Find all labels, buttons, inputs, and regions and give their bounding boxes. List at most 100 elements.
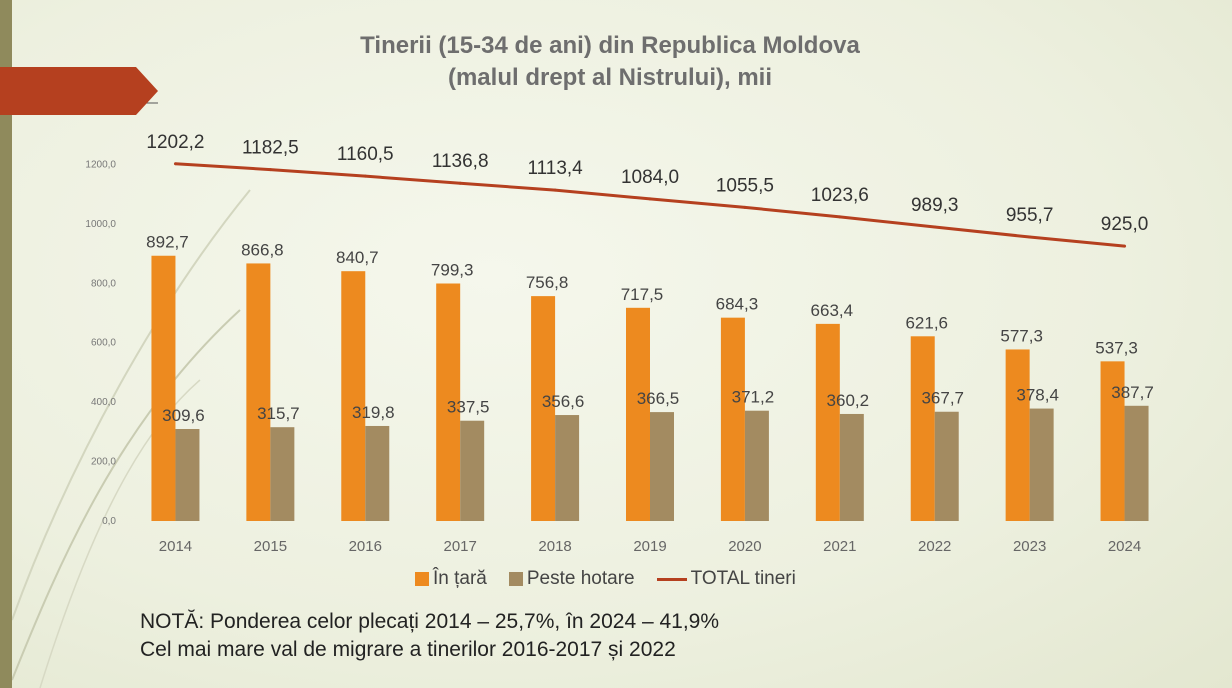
data-label-in-tara: 663,4	[811, 301, 854, 320]
bar-peste-hotare	[175, 429, 200, 521]
x-tick-label: 2017	[443, 538, 476, 555]
bar-in-tara	[626, 307, 650, 521]
data-label-total-tineri: 1084,0	[621, 167, 679, 188]
data-label-in-tara: 537,3	[1095, 338, 1138, 357]
x-tick-label: 2023	[1013, 538, 1046, 555]
data-label-in-tara: 799,3	[431, 260, 474, 279]
total-line-series: 1202,2 1182,5 1160,5 1136,8 1113,4 1084,0 1055…	[146, 132, 1148, 248]
bar-peste-hotare	[555, 415, 580, 521]
legend-label-peste-hotare: Peste hotare	[526, 568, 635, 589]
data-label-total-tineri: 1055,5	[716, 175, 774, 196]
legend-swatch-in-tara	[415, 572, 429, 586]
total-tineri-point	[933, 225, 937, 229]
bar-in-tara	[531, 296, 556, 521]
y-tick-label: 400,0	[91, 397, 116, 408]
data-label-total-tineri: 955,7	[1006, 205, 1054, 226]
data-label-peste-hotare: 356,6	[542, 392, 585, 411]
data-label-peste-hotare: 337,5	[447, 398, 490, 417]
data-label-total-tineri: 1136,8	[432, 151, 489, 172]
bar-in-tara	[720, 317, 745, 521]
data-label-total-tineri: 1023,6	[811, 185, 869, 206]
legend-label-total-tineri: TOTAL tineri	[690, 568, 796, 589]
data-label-in-tara: 684,3	[716, 295, 759, 314]
data-label-in-tara: 892,7	[146, 233, 189, 252]
bar-series: 892,7 309,6 866,8 315,7 840,7 319,8 799,3 337,5…	[146, 233, 1154, 521]
x-tick-label: 2020	[728, 538, 761, 555]
note-text: NOTĂ: Ponderea celor plecați 2014 – 25,7…	[140, 608, 1040, 664]
data-label-total-tineri: 989,3	[911, 195, 959, 216]
bar-peste-hotare	[650, 412, 674, 521]
y-axis: 0,0200,0400,0600,0800,01000,01200,01400,…	[85, 100, 116, 527]
bar-in-tara	[341, 271, 366, 521]
data-label-in-tara: 866,8	[241, 240, 284, 259]
total-tineri-point	[173, 162, 177, 166]
legend-label-in-tara: În țară	[433, 568, 487, 589]
bar-peste-hotare	[1029, 408, 1054, 521]
chart-title-line1: Tinerii (15-34 de ani) din Republica Mol…	[360, 32, 860, 59]
data-label-in-tara: 621,6	[905, 313, 948, 332]
total-tineri-point	[1028, 235, 1032, 239]
bar-peste-hotare	[839, 413, 864, 521]
y-tick-label: 600,0	[91, 338, 116, 349]
x-tick-label: 2015	[254, 538, 287, 555]
bar-in-tara	[1005, 349, 1030, 521]
bar-peste-hotare	[744, 410, 769, 521]
legend-item-total-tineri: TOTAL tineri	[656, 568, 796, 590]
chart-title: Tinerii (15-34 de ani) din Republica Mol…	[230, 30, 990, 94]
data-label-total-tineri: 1113,4	[527, 158, 583, 179]
red-accent-flag	[0, 67, 158, 115]
data-label-in-tara: 717,5	[621, 285, 664, 304]
data-label-peste-hotare: 378,4	[1016, 386, 1059, 405]
total-tineri-point	[458, 181, 462, 185]
total-tineri-point	[743, 205, 747, 209]
data-label-peste-hotare: 367,7	[921, 389, 964, 408]
x-tick-label: 2022	[918, 538, 951, 555]
total-tineri-point	[268, 168, 272, 172]
y-tick-label: 800,0	[91, 278, 116, 289]
x-tick-label: 2024	[1108, 538, 1141, 555]
data-label-total-tineri: 1202,2	[146, 132, 204, 153]
data-label-peste-hotare: 366,5	[637, 389, 680, 408]
y-tick-label: 1000,0	[85, 219, 116, 230]
bar-peste-hotare	[1124, 405, 1149, 521]
data-label-peste-hotare: 371,2	[732, 388, 775, 407]
bar-in-tara	[910, 336, 935, 521]
x-tick-label: 2014	[159, 538, 192, 555]
note-line-2: Cel mai mare val de migrare a tinerilor …	[140, 638, 676, 661]
legend-line-total-tineri	[656, 577, 687, 581]
bar-peste-hotare	[365, 425, 390, 521]
total-tineri-point	[553, 188, 557, 192]
chart-title-line2: (malul drept al Nistrului), mii	[447, 64, 773, 91]
legend-swatch-peste-hotare	[508, 572, 523, 586]
bar-in-tara	[815, 323, 840, 521]
bar-peste-hotare	[460, 420, 485, 521]
legend-item-in-tara: În țară	[415, 568, 487, 590]
legend-item-peste-hotare: Peste hotare	[508, 568, 635, 590]
x-tick-label: 2016	[349, 538, 382, 555]
data-label-in-tara: 577,3	[1000, 326, 1043, 345]
bar-in-tara	[246, 263, 271, 521]
decorative-curve	[11, 309, 241, 681]
x-tick-label: 2018	[538, 538, 571, 555]
total-tineri-point	[838, 215, 842, 219]
decorative-curve	[11, 189, 251, 621]
y-tick-label: 200,0	[91, 457, 116, 468]
data-label-total-tineri: 925,0	[1101, 214, 1149, 235]
total-tineri-point	[363, 174, 367, 178]
bar-in-tara	[151, 255, 176, 521]
y-tick-label: 1200,0	[85, 159, 116, 170]
data-label-peste-hotare: 319,8	[352, 403, 395, 422]
note-line-1: NOTĂ: Ponderea celor plecați 2014 – 25,7…	[140, 610, 720, 633]
bar-peste-hotare	[934, 411, 959, 521]
total-tineri-point	[1123, 244, 1127, 248]
bar-in-tara	[436, 283, 461, 521]
chart-legend: În țară Peste hotare TOTAL tineri	[415, 566, 818, 592]
bar-in-tara	[1100, 361, 1125, 521]
data-label-peste-hotare: 309,6	[162, 406, 205, 425]
data-label-total-tineri: 1182,5	[242, 138, 299, 159]
total-tineri-point	[648, 197, 652, 201]
x-axis: 2014 2015 2016 2017 2018 2019 2020 2021 2022 2023…	[159, 538, 1141, 555]
data-label-peste-hotare: 387,7	[1111, 383, 1154, 402]
x-tick-label: 2021	[823, 538, 856, 555]
